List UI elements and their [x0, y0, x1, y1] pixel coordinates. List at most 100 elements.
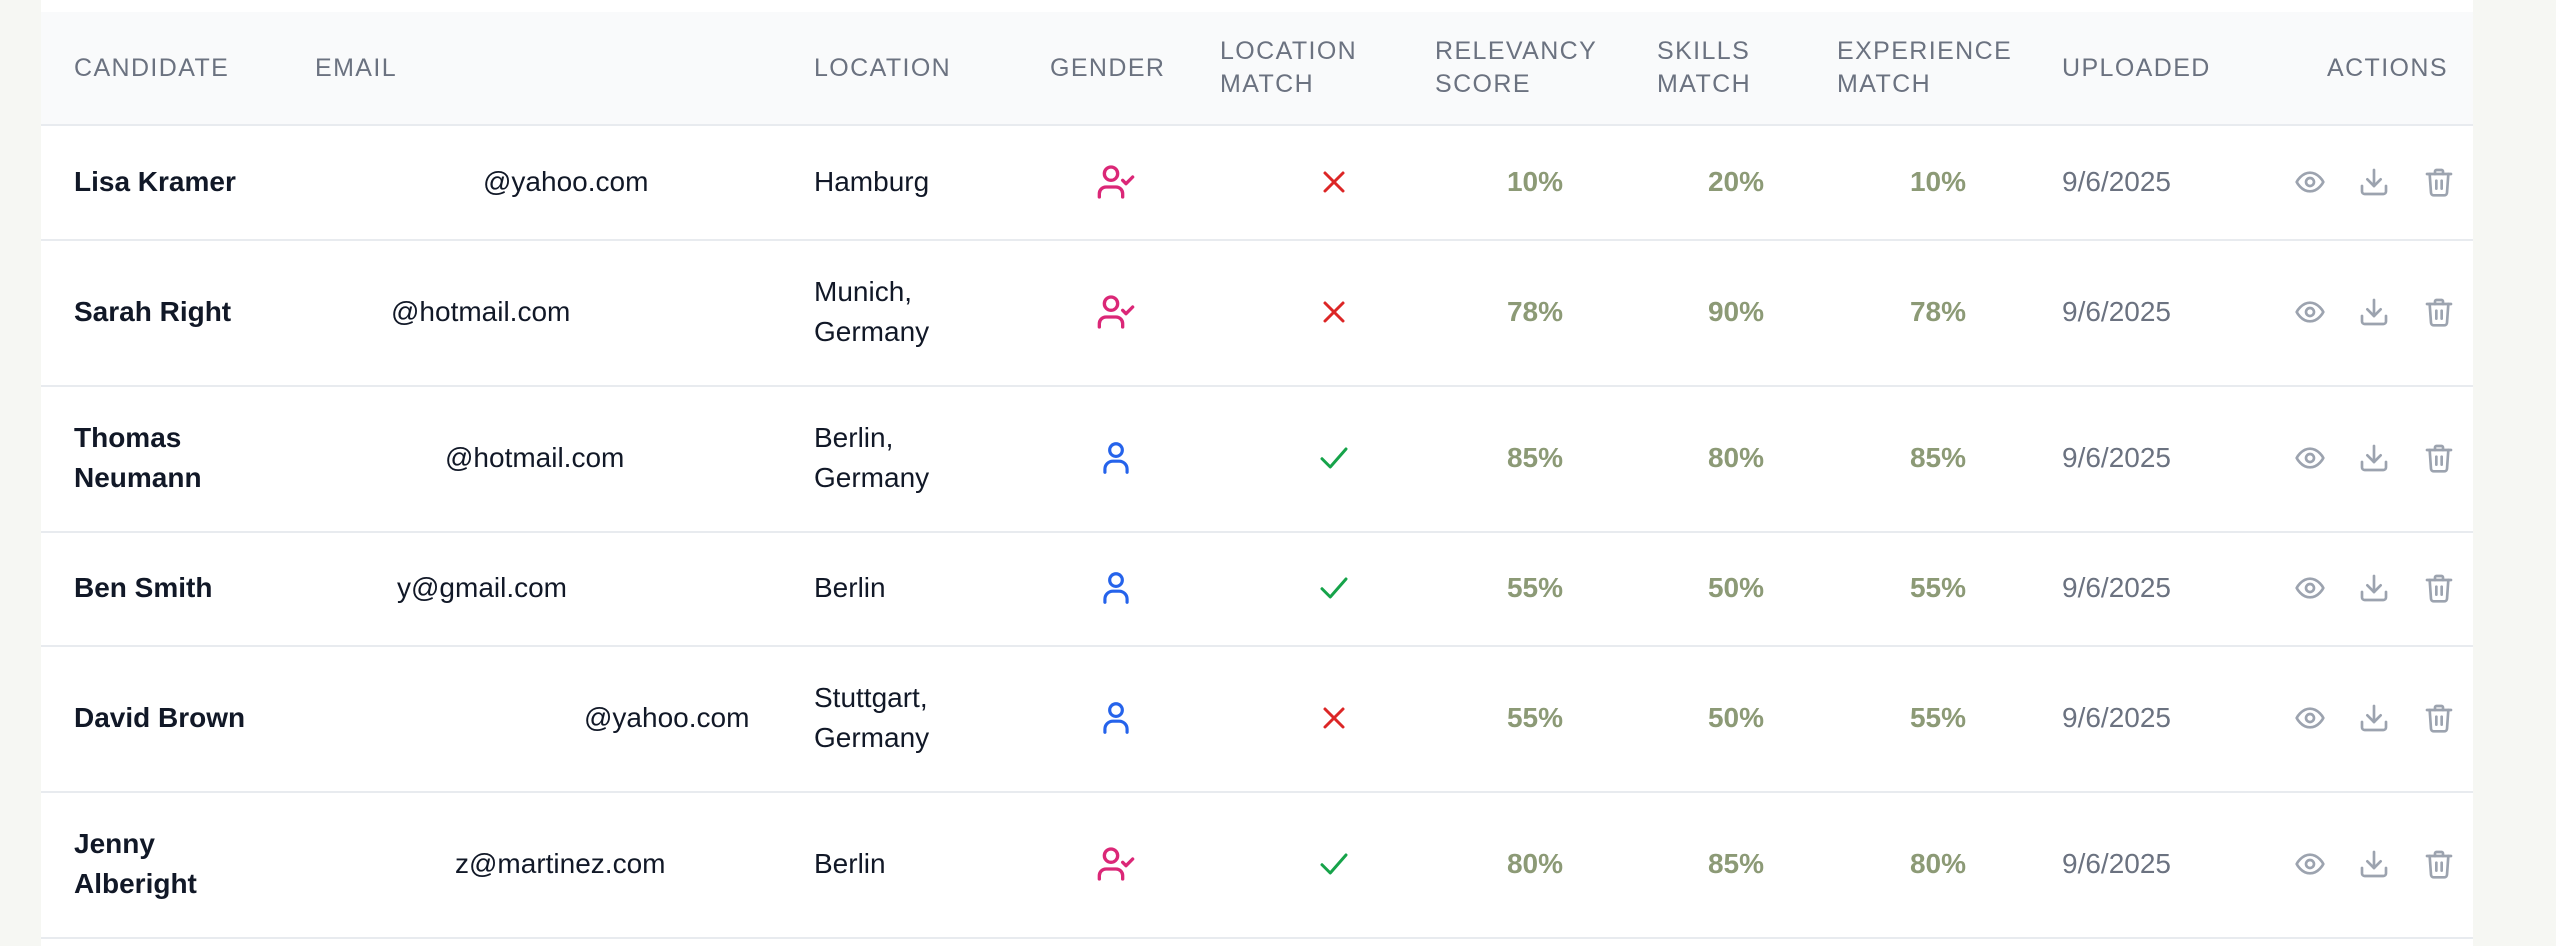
- candidate-email[interactable]: y@gmail.com: [315, 531, 795, 645]
- candidate-location: Stuttgart, Germany: [814, 682, 930, 753]
- skills-match: 20%: [1707, 166, 1765, 197]
- eye-button[interactable]: [2290, 645, 2330, 791]
- candidate-location: Berlin: [814, 848, 886, 879]
- trash-button[interactable]: [2419, 791, 2459, 937]
- check-icon: [1299, 531, 1369, 645]
- candidate-email[interactable]: @hotmail.com: [315, 239, 795, 385]
- download-icon: [2358, 296, 2390, 328]
- download-icon: [2358, 442, 2390, 474]
- x-icon: [1299, 239, 1369, 385]
- candidate-name: Lisa Kramer: [74, 166, 236, 197]
- table-header: CANDIDATE EMAIL LOCATION GENDER LOCATION…: [41, 12, 2473, 126]
- experience-match: 80%: [1909, 848, 1967, 879]
- candidates-card: CANDIDATE EMAIL LOCATION GENDER LOCATION…: [41, 0, 2473, 946]
- trash-button[interactable]: [2419, 531, 2459, 645]
- header-experience-match[interactable]: EXPERIENCE MATCH: [1837, 37, 2013, 98]
- uploaded-date: 9/6/2025: [2062, 572, 2171, 603]
- eye-icon: [2294, 572, 2326, 604]
- candidate-email-text: @hotmail.com: [445, 442, 625, 473]
- eye-button[interactable]: [2290, 791, 2330, 937]
- relevancy-score: 55%: [1506, 572, 1564, 603]
- experience-match: 78%: [1909, 296, 1967, 327]
- uploaded-date: 9/6/2025: [2062, 296, 2171, 327]
- eye-button[interactable]: [2290, 385, 2330, 531]
- relevancy-score: 55%: [1506, 702, 1564, 733]
- skills-match: 90%: [1707, 296, 1765, 327]
- skills-match: 80%: [1707, 442, 1765, 473]
- trash-icon: [2423, 702, 2455, 734]
- candidate-email[interactable]: @yahoo.com: [315, 125, 795, 239]
- table-row[interactable]: Lisa Kramer @yahoo.com Hamburg 10% 20% 10% 9/6…: [41, 125, 2473, 241]
- eye-button[interactable]: [2290, 531, 2330, 645]
- candidate-email-text: @hotmail.com: [391, 296, 571, 327]
- eye-button[interactable]: [2290, 125, 2330, 239]
- candidate-email-text: y@gmail.com: [397, 572, 568, 603]
- user-icon: [1081, 385, 1151, 531]
- header-actions: ACTIONS: [2327, 53, 2448, 82]
- download-button[interactable]: [2354, 239, 2394, 385]
- trash-button[interactable]: [2419, 385, 2459, 531]
- candidate-email[interactable]: @hotmail.com: [315, 385, 795, 531]
- download-icon: [2358, 702, 2390, 734]
- eye-icon: [2294, 442, 2326, 474]
- header-candidate[interactable]: CANDIDATE: [74, 53, 230, 82]
- download-icon: [2358, 166, 2390, 198]
- candidate-email-text: @yahoo.com: [584, 702, 750, 733]
- header-location[interactable]: LOCATION: [814, 53, 952, 82]
- header-email[interactable]: EMAIL: [315, 53, 398, 82]
- user-icon: [1081, 645, 1151, 791]
- candidate-location: Munich, Germany: [814, 276, 930, 347]
- download-button[interactable]: [2354, 645, 2394, 791]
- trash-button[interactable]: [2419, 645, 2459, 791]
- download-button[interactable]: [2354, 385, 2394, 531]
- candidate-location: Hamburg: [814, 166, 930, 197]
- skills-match: 85%: [1707, 848, 1765, 879]
- trash-button[interactable]: [2419, 239, 2459, 385]
- candidate-email[interactable]: @yahoo.com: [315, 645, 795, 791]
- table-row[interactable]: Thomas Neumann @hotmail.com Berlin, German…: [41, 385, 2473, 533]
- eye-icon: [2294, 848, 2326, 880]
- trash-icon: [2423, 442, 2455, 474]
- relevancy-score: 85%: [1506, 442, 1564, 473]
- download-button[interactable]: [2354, 125, 2394, 239]
- download-button[interactable]: [2354, 531, 2394, 645]
- x-icon: [1299, 645, 1369, 791]
- header-skills-match[interactable]: SKILLS MATCH: [1657, 37, 1752, 98]
- relevancy-score: 78%: [1506, 296, 1564, 327]
- trash-icon: [2423, 572, 2455, 604]
- candidate-name: Sarah Right: [74, 296, 232, 327]
- header-location-match[interactable]: LOCATION MATCH: [1220, 37, 1358, 98]
- experience-match: 85%: [1909, 442, 1967, 473]
- skills-match: 50%: [1707, 572, 1765, 603]
- user-check-icon: [1081, 239, 1151, 385]
- trash-icon: [2423, 296, 2455, 328]
- table-row[interactable]: Ben Smith y@gmail.com Berlin 55% 50% 55% 9/6/2…: [41, 531, 2473, 647]
- skills-match: 50%: [1707, 702, 1765, 733]
- experience-match: 55%: [1909, 702, 1967, 733]
- download-button[interactable]: [2354, 791, 2394, 937]
- candidate-email-text: z@martinez.com: [455, 848, 666, 879]
- x-icon: [1299, 125, 1369, 239]
- table-row[interactable]: Jenny Alberight z@martinez.com Berlin 80% 85…: [41, 791, 2473, 939]
- table-row[interactable]: David Brown @yahoo.com Stuttgart, Germany 5…: [41, 645, 2473, 793]
- uploaded-date: 9/6/2025: [2062, 702, 2171, 733]
- candidate-name: David Brown: [74, 702, 246, 733]
- eye-button[interactable]: [2290, 239, 2330, 385]
- trash-button[interactable]: [2419, 125, 2459, 239]
- candidate-name: Ben Smith: [74, 572, 213, 603]
- relevancy-score: 10%: [1506, 166, 1564, 197]
- header-uploaded[interactable]: UPLOADED: [2062, 53, 2211, 82]
- candidate-email[interactable]: z@martinez.com: [315, 791, 795, 937]
- candidate-name: Thomas Neumann: [74, 422, 202, 493]
- table-row[interactable]: Sarah Right @hotmail.com Munich, Germany 78…: [41, 239, 2473, 387]
- header-relevancy-score[interactable]: RELEVANCY SCORE: [1435, 37, 1598, 98]
- user-check-icon: [1081, 125, 1151, 239]
- uploaded-date: 9/6/2025: [2062, 166, 2171, 197]
- eye-icon: [2294, 296, 2326, 328]
- header-gender[interactable]: GENDER: [1050, 53, 1166, 82]
- candidate-location: Berlin: [814, 572, 886, 603]
- experience-match: 10%: [1909, 166, 1967, 197]
- user-icon: [1081, 531, 1151, 645]
- relevancy-score: 80%: [1506, 848, 1564, 879]
- eye-icon: [2294, 702, 2326, 734]
